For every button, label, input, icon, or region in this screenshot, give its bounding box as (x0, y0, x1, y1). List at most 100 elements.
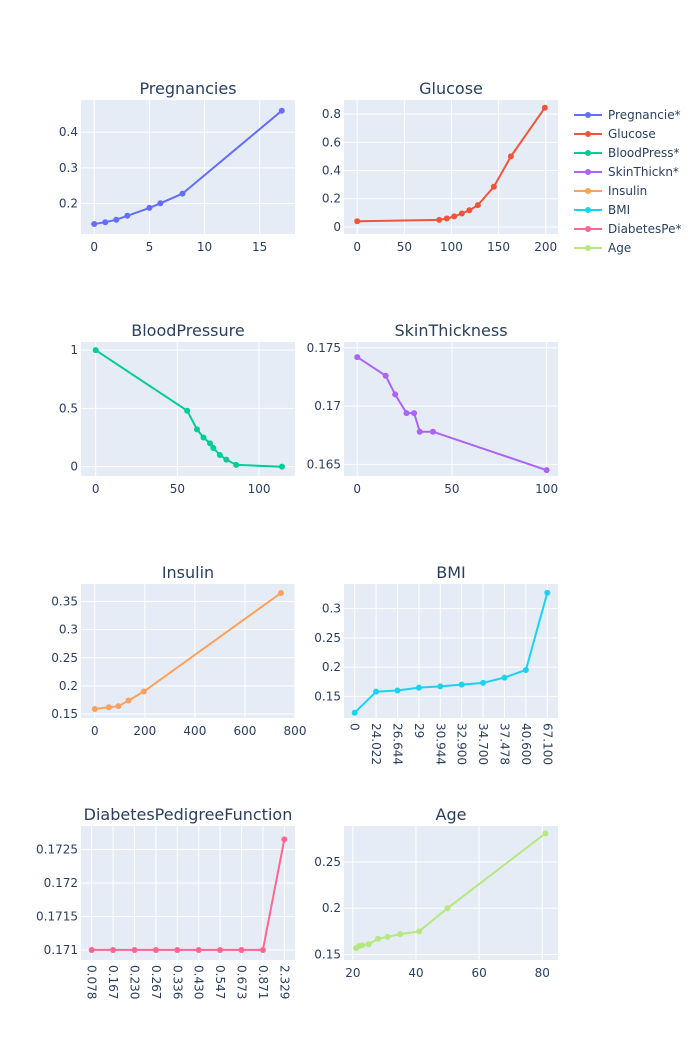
data-point (233, 461, 240, 468)
data-point (200, 434, 207, 441)
legend-marker (585, 150, 591, 156)
data-point (543, 467, 550, 474)
y-tick-label: 0.171 (44, 943, 78, 957)
data-point (443, 215, 450, 222)
plot-area (344, 584, 558, 718)
subplot-title: Insulin (162, 563, 214, 582)
x-tick-label: 200 (534, 240, 557, 254)
data-point (474, 202, 481, 209)
data-point (125, 697, 132, 704)
plot-area (81, 826, 295, 960)
x-tick-label: 0.547 (213, 965, 227, 999)
y-tick-label: 0.5 (59, 401, 78, 415)
y-tick-label: 0.6 (322, 135, 341, 149)
y-tick-label: 0.165 (307, 457, 341, 471)
x-tick-label: 60 (471, 966, 486, 980)
x-tick-label: 0 (353, 482, 361, 496)
y-tick-label: 0.17 (314, 399, 341, 413)
data-point (217, 946, 224, 953)
x-tick-label: 50 (397, 240, 412, 254)
data-point (91, 705, 98, 712)
data-point (193, 426, 200, 433)
y-tick-label: 0.2 (322, 901, 341, 915)
y-tick-label: 0.15 (314, 947, 341, 961)
y-tick-label: 0.3 (59, 161, 78, 175)
subplot-skinthickness: 0.165 0.17 0.175 0 50 100 SkinThickness (307, 321, 558, 496)
x-tick-label: 24.022 (369, 723, 383, 765)
data-point (392, 391, 399, 398)
data-point (278, 463, 285, 470)
data-point (281, 836, 288, 843)
data-point (216, 452, 223, 459)
y-tick-label: 0.15 (314, 689, 341, 703)
data-point (444, 905, 451, 912)
subplot-age: 0.15 0.2 0.25 20 40 60 80 Age (314, 805, 558, 980)
data-point (394, 687, 401, 694)
legend-label: SkinThickn* (608, 165, 679, 179)
data-point (451, 213, 458, 220)
legend-marker (585, 112, 591, 118)
x-tick-label: 0.336 (170, 965, 184, 999)
data-point (184, 407, 191, 414)
x-tick-label: 50 (444, 482, 459, 496)
data-point (92, 347, 99, 354)
x-tick-label: 5 (146, 240, 154, 254)
x-tick-label: 2.329 (277, 965, 291, 999)
subplot-bloodpressure: 0 0.5 1 0 50 100 BloodPressure (59, 321, 295, 496)
data-point (436, 216, 443, 223)
x-tick-label: 67.100 (540, 723, 554, 765)
y-tick-label: 0.4 (322, 164, 341, 178)
data-point (102, 219, 109, 226)
legend-label: Glucose (608, 127, 656, 141)
y-tick-label: 0.25 (314, 631, 341, 645)
x-tick-label: 100 (440, 240, 463, 254)
plot-area (81, 100, 295, 234)
data-point (124, 212, 131, 219)
x-tick-label: 100 (248, 482, 271, 496)
subplot-title: BMI (436, 563, 466, 582)
data-point (105, 704, 112, 711)
data-point (544, 589, 551, 596)
legend-label: Pregnancie* (608, 108, 681, 122)
x-tick-label: 10 (197, 240, 212, 254)
y-tick-label: 0.3 (59, 623, 78, 637)
subplot-glucose: 0 0.2 0.4 0.6 0.8 0 50 100 150 200 Glucose (322, 79, 558, 254)
x-tick-label: 100 (535, 482, 558, 496)
x-tick-label: 20 (345, 966, 360, 980)
plot-area (81, 584, 295, 718)
subplot-bmi: 0.15 0.2 0.25 0.3 0 24.022 26.644 29 30.944 32.90… (314, 563, 558, 765)
x-tick-label: 0 (90, 240, 98, 254)
y-tick-label: 0.2 (59, 679, 78, 693)
series-line (91, 839, 286, 951)
data-point (411, 410, 418, 417)
legend-label: BMI (608, 203, 630, 217)
legend-marker (585, 188, 591, 194)
data-point (458, 210, 465, 217)
data-point (430, 428, 437, 435)
data-point (541, 104, 548, 111)
series-line (353, 592, 549, 714)
data-point (259, 946, 266, 953)
data-point (152, 946, 159, 953)
y-tick-label: 0.172 (44, 876, 78, 890)
x-tick-label: 80 (535, 966, 550, 980)
x-tick-label: 0.230 (128, 965, 142, 999)
data-point (359, 942, 366, 949)
data-point (131, 946, 138, 953)
data-point (365, 941, 372, 948)
x-tick-label: 0 (92, 482, 100, 496)
data-point (113, 216, 120, 223)
data-point (384, 933, 391, 940)
x-tick-label: 600 (233, 724, 256, 738)
data-point (373, 688, 380, 695)
data-point (490, 183, 497, 190)
subplot-diabetespedigreefunction: 0.171 0.1715 0.172 0.1725 0.078 0.167 0.230 0.2… (36, 805, 295, 999)
data-point (501, 674, 508, 681)
y-tick-label: 0.25 (314, 855, 341, 869)
x-tick-label: 800 (284, 724, 307, 738)
subplot-title: SkinThickness (394, 321, 507, 340)
data-point (375, 935, 382, 942)
x-tick-label: 200 (133, 724, 156, 738)
x-tick-label: 150 (487, 240, 510, 254)
